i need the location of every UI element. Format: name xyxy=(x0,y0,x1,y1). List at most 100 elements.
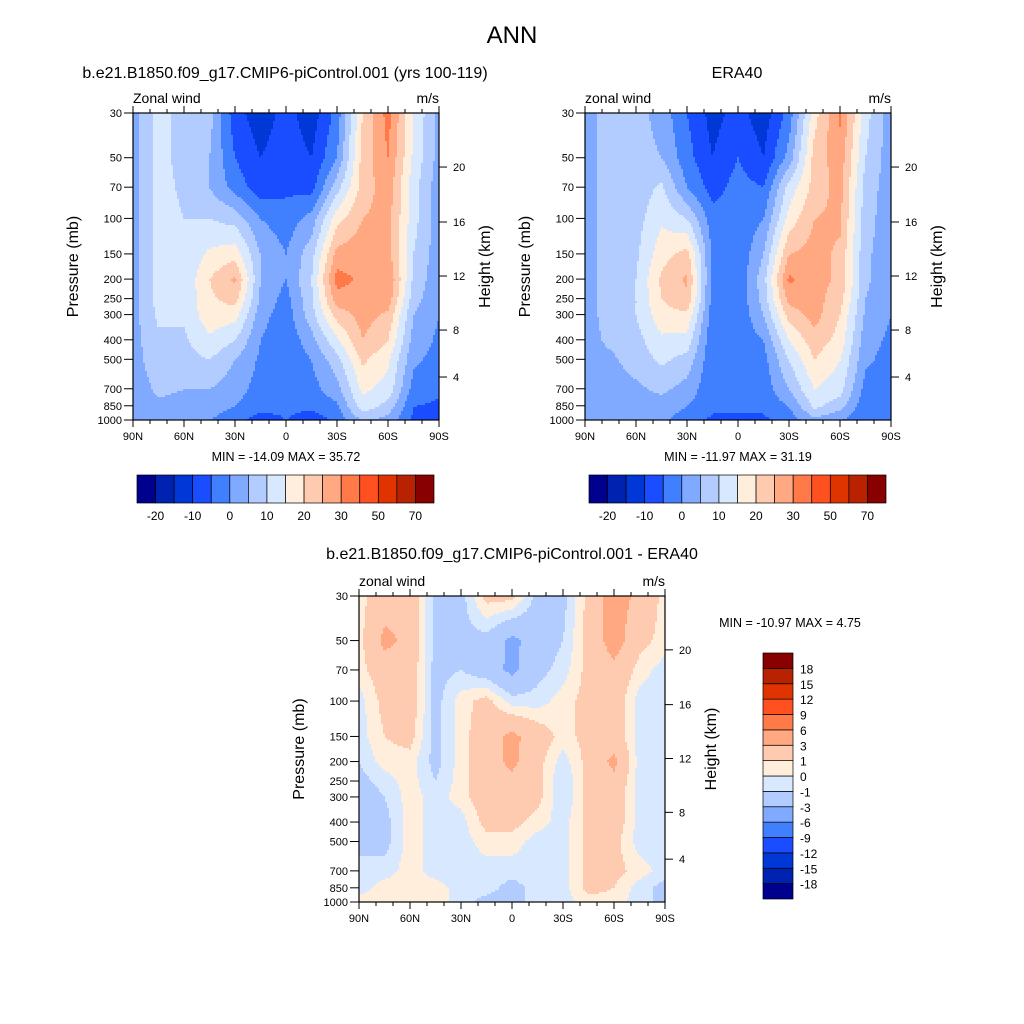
y-tick-label: 1000 xyxy=(324,897,348,909)
contour-band-2 xyxy=(705,113,771,155)
contour-band-4 xyxy=(211,113,439,420)
colorbar-box xyxy=(644,474,664,504)
x-tick-label: 30S xyxy=(553,913,573,925)
y2-tick-label: 12 xyxy=(679,753,691,765)
panel-title: b.e21.B1850.f09_g17.CMIP6-piControl.001 … xyxy=(326,546,698,563)
colorbar-box xyxy=(303,474,323,504)
y-tick-label: 700 xyxy=(104,384,122,396)
colorbar-label: 30 xyxy=(335,509,349,523)
colorbar-box xyxy=(762,668,794,685)
colorbar-label: 0 xyxy=(678,509,685,523)
colorbar-label: 18 xyxy=(800,662,814,676)
colorbar-box xyxy=(774,474,794,504)
y-tick-label: 100 xyxy=(104,213,122,225)
colorbar-box xyxy=(762,698,794,715)
y-tick-label: 1000 xyxy=(98,415,122,427)
colorbar-label: 20 xyxy=(749,509,763,523)
y-tick-label: 70 xyxy=(110,182,122,194)
y-tick-label: 250 xyxy=(104,294,122,306)
y2-tick-label: 8 xyxy=(679,807,685,819)
y-tick-label: 700 xyxy=(556,384,574,396)
colorbar-box xyxy=(762,806,794,823)
y-tick-label: 1000 xyxy=(550,415,574,427)
colorbar-box xyxy=(762,837,794,854)
colorbar-label: 0 xyxy=(800,770,807,784)
contour-band-3 xyxy=(687,113,783,420)
colorbar-label: -6 xyxy=(800,816,811,830)
colorbar-box xyxy=(867,474,887,504)
contour-band-6 xyxy=(139,113,435,420)
y2-tick-label: 8 xyxy=(453,325,459,337)
colorbar-box xyxy=(359,474,379,504)
panel-title: b.e21.B1850.f09_g17.CMIP6-piControl.001 … xyxy=(82,65,487,82)
y-tick-label: 250 xyxy=(330,776,348,788)
right-string: m/s xyxy=(868,90,891,106)
colorbar-label: -15 xyxy=(800,862,818,876)
colorbar-box xyxy=(700,474,720,504)
y2-tick-label: 12 xyxy=(905,271,917,283)
y2-axis-label: Height (km) xyxy=(477,225,494,308)
y-tick-label: 700 xyxy=(330,866,348,878)
contour-band-7 xyxy=(359,596,665,902)
y-tick-label: 150 xyxy=(104,249,122,261)
x-tick-label: 0 xyxy=(283,431,289,443)
colorbar-box xyxy=(762,852,794,869)
x-tick-label: 0 xyxy=(735,431,741,443)
x-tick-label: 30N xyxy=(225,431,245,443)
colorbar-label: -20 xyxy=(147,509,165,523)
colorbar-box xyxy=(811,474,831,504)
colorbar-box xyxy=(248,474,268,504)
contour-band-7 xyxy=(153,113,425,411)
contour-panel-2: 90N 60N 30N 0 30S 60S 90S305070100150200250300… xyxy=(517,65,946,523)
colorbar-box xyxy=(322,474,342,504)
y2-axis-label: Height (km) xyxy=(703,708,720,791)
right-string: m/s xyxy=(416,90,439,106)
y-tick-label: 30 xyxy=(562,108,574,120)
colorbar-box xyxy=(662,474,683,504)
colorbar-label: -1 xyxy=(800,785,811,799)
x-tick-label: 60N xyxy=(174,431,194,443)
contour-band-9 xyxy=(209,113,405,365)
y2-tick-label: 20 xyxy=(679,645,691,657)
colorbar-label: 10 xyxy=(712,509,726,523)
y-tick-label: 50 xyxy=(336,636,348,648)
y-tick-label: 50 xyxy=(110,153,122,165)
y-tick-label: 100 xyxy=(556,213,574,225)
colorbar-box xyxy=(173,474,194,504)
left-string: Zonal wind xyxy=(133,90,201,106)
colorbar-box xyxy=(848,474,868,504)
contour-band-11 xyxy=(335,113,391,289)
right-string: m/s xyxy=(642,573,665,589)
x-tick-label: 90S xyxy=(429,431,449,443)
colorbar-box xyxy=(588,474,608,504)
y-tick-label: 150 xyxy=(330,731,348,743)
left-string: zonal wind xyxy=(359,573,425,589)
x-tick-label: 90N xyxy=(575,431,595,443)
x-tick-label: 30S xyxy=(779,431,799,443)
x-tick-label: 90N xyxy=(123,431,143,443)
contour-panel-3: 90N 60N 30N 0 30S 60S 90S305070100150200250300… xyxy=(291,546,861,925)
x-tick-label: 60N xyxy=(626,431,646,443)
y-tick-label: 50 xyxy=(562,153,574,165)
colorbar-box xyxy=(607,474,627,504)
y2-axis-label: Height (km) xyxy=(929,225,946,308)
y2-tick-label: 16 xyxy=(453,217,465,229)
colorbar-label: 3 xyxy=(800,739,807,753)
y-tick-label: 30 xyxy=(110,108,122,120)
colorbar-label: -9 xyxy=(800,832,811,846)
colorbar-box xyxy=(415,474,435,504)
contour-band-8 xyxy=(195,113,413,395)
y-tick-label: 250 xyxy=(556,294,574,306)
colorbar-box xyxy=(829,474,850,504)
colorbar-box xyxy=(192,474,212,504)
y2-tick-label: 16 xyxy=(905,217,917,229)
x-tick-label: 90S xyxy=(881,431,901,443)
y2-tick-label: 20 xyxy=(905,162,917,174)
y-tick-label: 300 xyxy=(330,792,348,804)
colorbar-label: 10 xyxy=(260,509,274,523)
colorbar-label: -3 xyxy=(800,801,811,815)
panel-title: ERA40 xyxy=(712,65,763,82)
contour-band-3 xyxy=(229,113,439,420)
colorbar-box xyxy=(762,821,794,838)
